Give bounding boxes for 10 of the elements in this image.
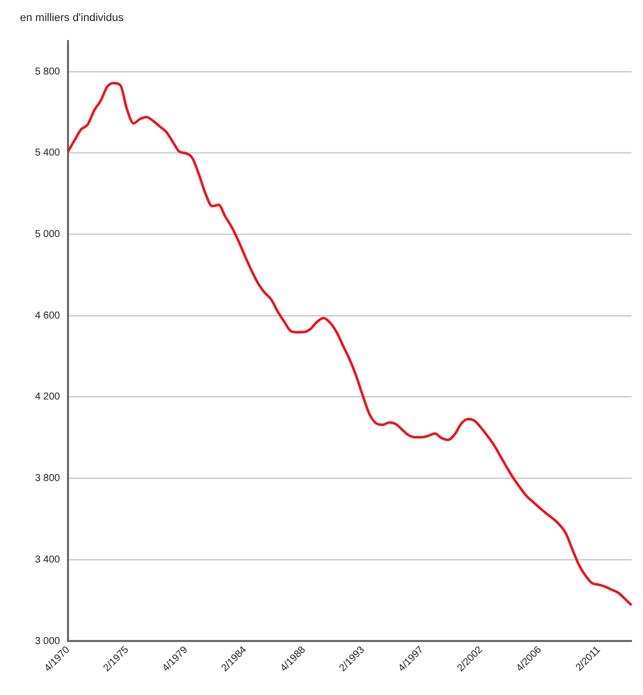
y-tick-label: 5 800	[34, 66, 60, 78]
y-tick-label: 4 200	[34, 392, 60, 403]
chart-title: en milliers d'individus	[20, 12, 124, 24]
y-tick-label: 3 400	[34, 554, 60, 566]
y-tick-label: 3 800	[34, 473, 60, 484]
y-tick-label: 4 600	[34, 310, 60, 322]
line-series	[66, 82, 633, 606]
y-tick-label: 3 000	[34, 636, 60, 647]
y-tick-label: 5 400	[34, 148, 60, 159]
y-tick-label: 5 000	[34, 228, 60, 240]
